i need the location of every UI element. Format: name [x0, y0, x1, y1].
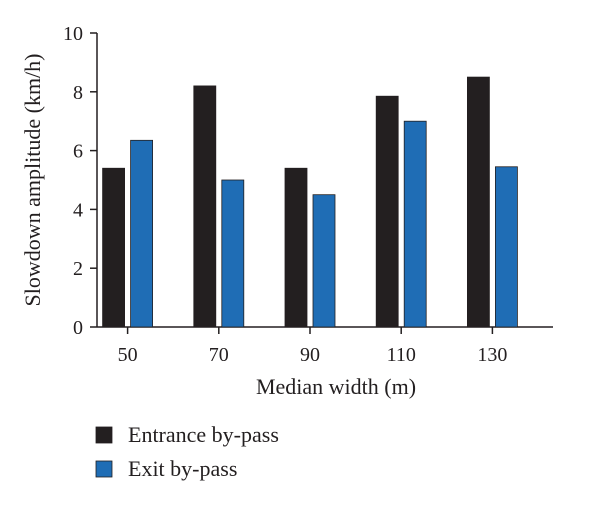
x-tick-label: 70: [209, 344, 229, 366]
y-tick-label: 0: [73, 317, 83, 339]
y-tick-label: 2: [73, 258, 83, 280]
bar-entrance-90: [284, 167, 308, 328]
y-tick-label: 6: [73, 141, 83, 163]
bar-exit-90: [312, 194, 336, 328]
x-tick-label: 50: [118, 344, 138, 366]
bar-entrance-50: [102, 167, 125, 328]
legend-label: Exit by-pass: [128, 456, 237, 481]
y-tick-label: 8: [73, 82, 83, 104]
bar-entrance-110: [375, 95, 399, 328]
legend-swatch: [95, 460, 113, 478]
bar-entrance-130: [466, 76, 490, 328]
plot-area: 0 2 4 6 8 10 50 70 90 110 130: [63, 23, 553, 366]
y-axis-label: Slowdown amplitude (km/h): [20, 54, 45, 307]
bar-exit-70: [221, 179, 245, 328]
x-tick-label: 130: [477, 344, 507, 366]
legend-label: Entrance by-pass: [128, 422, 279, 447]
y-tick-label: 4: [73, 199, 83, 221]
bar-exit-50: [130, 139, 154, 328]
bar-exit-110: [403, 120, 427, 328]
legend: Entrance by-pass Exit by-pass: [95, 422, 279, 481]
legend-swatch: [95, 426, 113, 444]
x-axis-label: Median width (m): [256, 374, 416, 399]
y-tick-label: 10: [63, 23, 83, 45]
bar-entrance-70: [193, 85, 217, 328]
bar-exit-130: [494, 166, 518, 328]
x-tick-label: 90: [300, 344, 320, 366]
x-tick-label: 110: [387, 344, 416, 366]
